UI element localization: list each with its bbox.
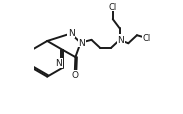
Text: O: O	[71, 71, 78, 80]
Text: Cl: Cl	[109, 3, 117, 12]
Text: N: N	[55, 59, 62, 68]
Text: Cl: Cl	[142, 33, 151, 42]
Text: N: N	[78, 38, 85, 47]
Text: N: N	[68, 29, 75, 38]
Text: N: N	[117, 36, 124, 45]
